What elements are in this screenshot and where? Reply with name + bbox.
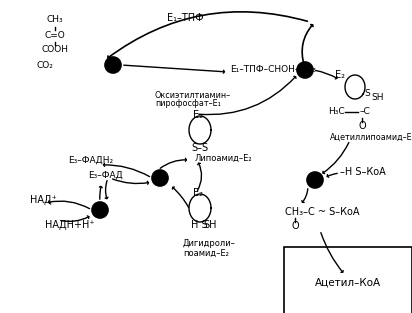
Text: 3: 3 bbox=[312, 176, 318, 184]
Text: E₁–ТПФ: E₁–ТПФ bbox=[167, 13, 203, 23]
Text: НАДН+Н⁺: НАДН+Н⁺ bbox=[45, 220, 95, 230]
Text: Дигидроли–: Дигидроли– bbox=[183, 239, 236, 248]
Text: Ацетиллипоамид–E₂: Ацетиллипоамид–E₂ bbox=[330, 132, 412, 141]
Circle shape bbox=[105, 57, 121, 73]
Text: H S: H S bbox=[191, 220, 208, 230]
Text: 1: 1 bbox=[110, 60, 116, 69]
Text: –C: –C bbox=[360, 107, 371, 116]
Text: COOH: COOH bbox=[42, 45, 68, 54]
Text: C=O: C=O bbox=[44, 30, 66, 39]
Text: 5: 5 bbox=[97, 206, 103, 214]
Circle shape bbox=[92, 202, 108, 218]
Text: пирофосфат–E₁: пирофосфат–E₁ bbox=[155, 100, 221, 109]
Circle shape bbox=[307, 172, 323, 188]
Text: S–S: S–S bbox=[192, 143, 208, 153]
Text: –H S–КоА: –H S–КоА bbox=[340, 167, 386, 177]
Text: 2: 2 bbox=[302, 65, 308, 74]
Text: CH₃–C ~ S–КоА: CH₃–C ~ S–КоА bbox=[285, 207, 360, 217]
Text: E₃–ФАД: E₃–ФАД bbox=[88, 171, 123, 179]
Text: Ацетил–КоА: Ацетил–КоА bbox=[315, 278, 381, 288]
Circle shape bbox=[152, 170, 168, 186]
Text: E₂: E₂ bbox=[193, 110, 203, 120]
Text: CH₃: CH₃ bbox=[47, 16, 63, 24]
Text: S: S bbox=[364, 89, 370, 98]
Text: 4: 4 bbox=[157, 173, 163, 182]
Text: E₂: E₂ bbox=[193, 188, 203, 198]
Text: Липоамид–E₂: Липоамид–E₂ bbox=[195, 153, 253, 162]
Text: CO₂: CO₂ bbox=[37, 60, 54, 69]
Text: O: O bbox=[358, 121, 366, 131]
Circle shape bbox=[297, 62, 313, 78]
Text: O: O bbox=[291, 221, 299, 231]
Text: Оксиэтилтиамин–: Оксиэтилтиамин– bbox=[155, 90, 231, 100]
Text: НАД⁺: НАД⁺ bbox=[30, 195, 57, 205]
Text: E₁–ТПФ–СНОН–СН₃: E₁–ТПФ–СНОН–СН₃ bbox=[230, 65, 316, 74]
Text: E₃–ФАДН₂: E₃–ФАДН₂ bbox=[68, 156, 113, 165]
Text: SH: SH bbox=[372, 94, 384, 102]
Text: E₂: E₂ bbox=[335, 70, 345, 80]
Text: SH: SH bbox=[203, 220, 217, 230]
Text: H₃C: H₃C bbox=[328, 107, 345, 116]
Text: поамид–E₂: поамид–E₂ bbox=[183, 249, 229, 258]
